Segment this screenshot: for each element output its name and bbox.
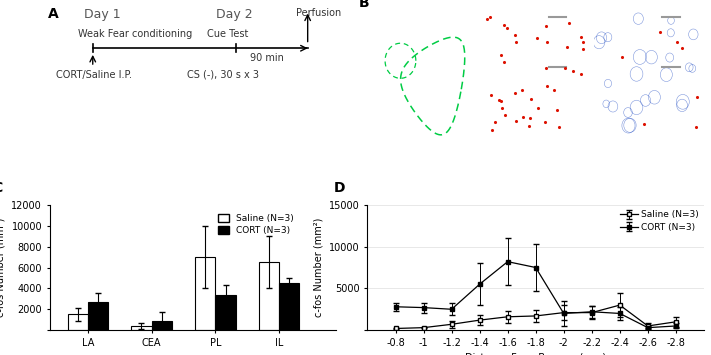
Text: CORT/Saline I.P.: CORT/Saline I.P. xyxy=(55,70,132,80)
Point xyxy=(577,47,589,52)
Point xyxy=(577,39,589,44)
Y-axis label: c-fos Number (mm²): c-fos Number (mm²) xyxy=(0,218,6,317)
Point xyxy=(691,94,702,99)
Point xyxy=(676,45,688,50)
Point xyxy=(493,97,505,103)
Point xyxy=(654,29,665,35)
Point xyxy=(561,44,572,50)
Point xyxy=(481,16,493,22)
Point xyxy=(540,65,552,71)
Bar xyxy=(215,295,236,330)
Point xyxy=(559,66,570,71)
Point xyxy=(564,20,575,26)
Point xyxy=(495,98,506,104)
Y-axis label: c-fos Number (mm²): c-fos Number (mm²) xyxy=(314,218,324,317)
Point xyxy=(576,71,587,77)
Point xyxy=(567,68,579,74)
Point xyxy=(510,118,522,124)
Text: Weak Fear conditioning: Weak Fear conditioning xyxy=(78,29,193,39)
Text: D: D xyxy=(334,181,346,195)
Text: B: B xyxy=(358,0,369,10)
Point xyxy=(533,105,544,111)
Point xyxy=(518,114,529,120)
Point xyxy=(523,123,535,129)
X-axis label: Distance From Bregma (mm): Distance From Bregma (mm) xyxy=(465,353,606,355)
Point xyxy=(486,127,498,133)
Point xyxy=(540,120,551,125)
Text: C: C xyxy=(0,181,3,195)
Point xyxy=(497,105,508,111)
Text: 90 min: 90 min xyxy=(250,53,284,63)
Bar xyxy=(195,257,215,330)
Text: Perfusion: Perfusion xyxy=(296,8,341,18)
Point xyxy=(531,36,542,41)
Point xyxy=(553,124,565,130)
Point xyxy=(616,54,628,60)
Bar xyxy=(88,302,108,330)
Point xyxy=(690,124,702,130)
Point xyxy=(541,39,552,45)
Point xyxy=(551,107,562,113)
Bar xyxy=(151,321,172,330)
Bar xyxy=(132,326,151,330)
Point xyxy=(500,112,511,118)
Point xyxy=(495,52,506,58)
Legend: Saline (N=3), CORT (N=3): Saline (N=3), CORT (N=3) xyxy=(215,211,298,239)
Point xyxy=(540,23,551,29)
Point xyxy=(575,34,587,40)
Point xyxy=(498,59,509,65)
Point xyxy=(549,87,560,92)
Point xyxy=(501,25,513,31)
Point xyxy=(516,87,528,93)
Point xyxy=(638,121,650,127)
Point xyxy=(489,120,501,125)
Text: Cue Test: Cue Test xyxy=(208,29,249,39)
Point xyxy=(524,115,535,120)
Text: Day 2: Day 2 xyxy=(216,8,252,21)
Bar xyxy=(259,262,279,330)
Bar xyxy=(68,315,88,330)
Point xyxy=(541,83,552,89)
Point xyxy=(671,39,683,44)
Point xyxy=(509,33,520,38)
Point xyxy=(510,39,522,45)
Point xyxy=(486,92,497,98)
Point xyxy=(509,91,520,96)
Text: CS (-), 30 s x 3: CS (-), 30 s x 3 xyxy=(187,70,260,80)
Text: A: A xyxy=(48,7,58,21)
Legend: Saline (N=3), CORT (N=3): Saline (N=3), CORT (N=3) xyxy=(616,207,702,236)
Text: Day 1: Day 1 xyxy=(84,8,121,21)
Point xyxy=(525,96,537,102)
Point xyxy=(498,22,509,27)
Bar xyxy=(279,283,299,330)
Point xyxy=(484,14,496,20)
